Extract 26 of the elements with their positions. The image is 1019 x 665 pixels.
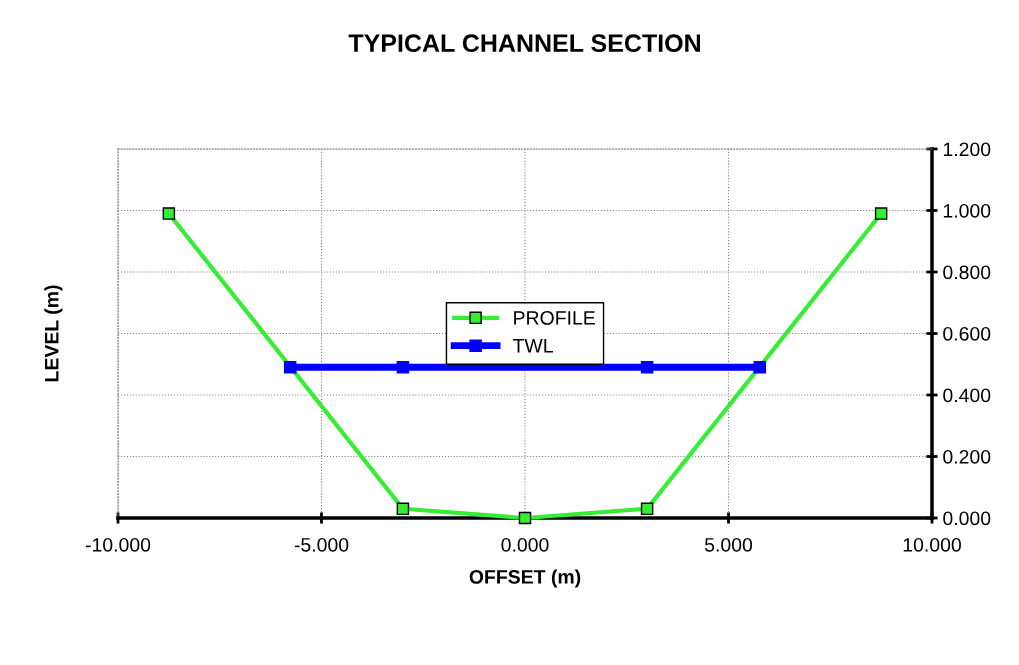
point — [753, 361, 767, 374]
point — [640, 361, 654, 374]
legend-label: TWL — [513, 339, 553, 353]
x-tick-label: -10.000 — [85, 537, 151, 552]
y-tick-label: 0.600 — [943, 326, 991, 341]
y-tick-label: 0.000 — [943, 511, 991, 526]
x-axis-title: OFFSET (m) — [469, 569, 581, 588]
y-axis-title: LEVEL (m) — [44, 285, 63, 382]
x-tick-label: 10.000 — [903, 537, 961, 552]
legend-label: PROFILE — [514, 311, 595, 325]
point — [874, 207, 888, 220]
point — [640, 502, 654, 516]
point — [162, 207, 176, 220]
point — [396, 361, 410, 374]
y-tick-label: 0.200 — [943, 449, 991, 464]
y-tick-label: 0.400 — [943, 388, 991, 403]
y-tick-label: 1.200 — [943, 142, 991, 157]
y-tick-label: 1.000 — [943, 203, 991, 218]
x-tick-label: 5.000 — [704, 537, 753, 552]
y-tick-label: 0.800 — [943, 265, 991, 280]
x-tick-label: 0.000 — [501, 537, 549, 552]
point — [518, 511, 532, 525]
point — [396, 502, 410, 516]
point — [283, 361, 297, 374]
chart-title: TYPICAL CHANNEL SECTION — [348, 34, 700, 53]
x-tick-label: -5.000 — [294, 537, 349, 552]
